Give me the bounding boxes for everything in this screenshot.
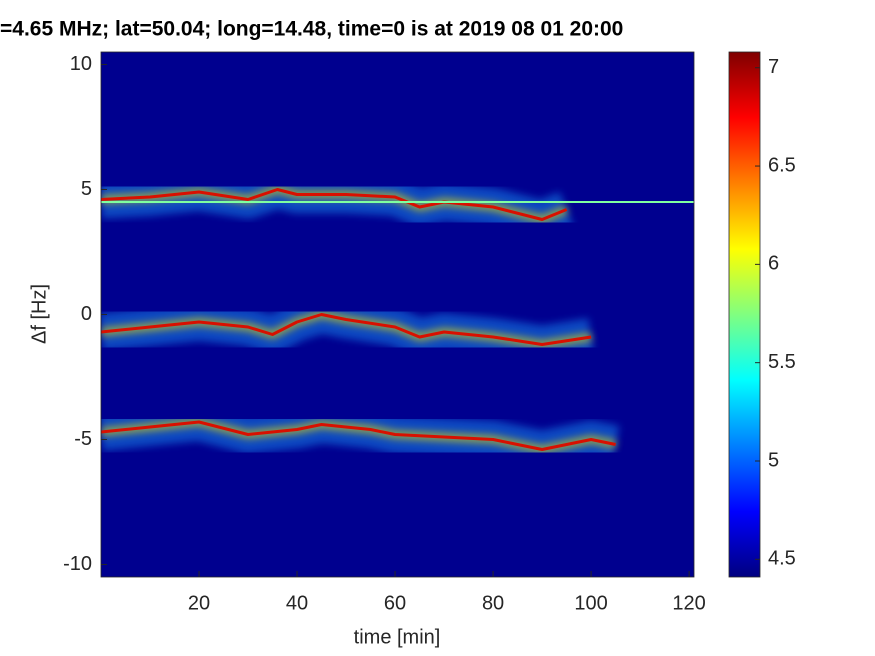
x-tick-label: 80 xyxy=(482,592,504,614)
colorbar xyxy=(728,51,761,578)
colorbar-tick-label: 5.5 xyxy=(768,351,796,373)
traces xyxy=(101,170,694,469)
trace xyxy=(101,188,568,221)
x-axis-label: time [min] xyxy=(354,626,441,648)
x-tick-label: 100 xyxy=(574,592,607,614)
x-tick-label: 40 xyxy=(286,592,308,614)
y-tick-label: 5 xyxy=(81,178,92,200)
x-tick-label: 20 xyxy=(188,592,210,614)
chart-title: =4.65 MHz; lat=50.04; long=14.48, time=0… xyxy=(0,18,623,41)
colorbar-tick-label: 4.5 xyxy=(768,548,796,570)
colorbar-tick-label: 6.5 xyxy=(768,154,796,176)
trace xyxy=(101,420,616,451)
y-tick-label: -5 xyxy=(74,428,92,450)
x-tick-label: 60 xyxy=(384,592,406,614)
colorbar-tick-label: 6 xyxy=(768,253,779,275)
colorbar-tick-label: 5 xyxy=(768,449,779,471)
y-tick-label: -10 xyxy=(63,553,92,575)
colorbar-tick-label: 7 xyxy=(768,56,779,78)
y-tick-label: 10 xyxy=(70,53,92,75)
y-tick-label: 0 xyxy=(81,303,92,325)
trace xyxy=(101,313,592,346)
x-tick-label: 120 xyxy=(672,592,705,614)
y-axis-label: Δf [Hz] xyxy=(28,284,50,344)
